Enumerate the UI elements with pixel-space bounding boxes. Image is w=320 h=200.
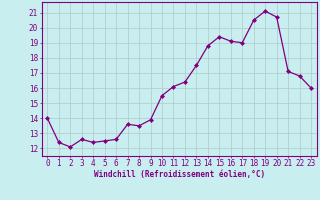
- X-axis label: Windchill (Refroidissement éolien,°C): Windchill (Refroidissement éolien,°C): [94, 170, 265, 179]
